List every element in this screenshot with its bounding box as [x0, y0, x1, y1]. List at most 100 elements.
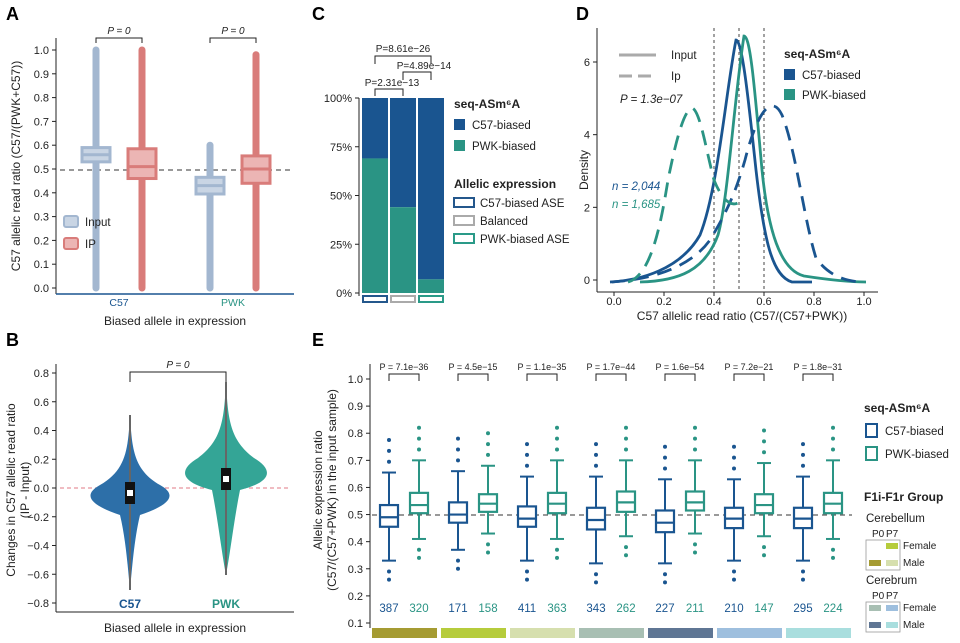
- panel-e: E 1.0 0.9 0.8 0.7 0.6 0.5 0.4 0.3 0.2 0.1 Allelic…: [311, 330, 949, 638]
- panel-e-n-pwk-4: 211: [686, 603, 704, 615]
- panel-b-group-c57: C57: [119, 597, 141, 611]
- panel-e-c57-2-outlier: [525, 569, 529, 574]
- panel-e-pwk-5-outlier: [762, 545, 766, 550]
- panel-d-y-label: Density: [577, 150, 591, 190]
- panel-a-legend-ip-swatch: [63, 237, 79, 250]
- panel-b-ytick-label: −0.6: [27, 569, 49, 581]
- panel-e-n-pwk-2: 363: [547, 603, 566, 615]
- panel-e-c57-4-outlier: [663, 580, 667, 585]
- panel-e-ytick-label: 0.5: [348, 510, 363, 522]
- panel-e-pwk-1-outlier: [486, 452, 490, 457]
- panel-d-xtick-label: 0.8: [806, 296, 821, 308]
- panel-b-y-label-1: Changes in C57 allelic read ratio: [4, 403, 18, 577]
- panel-e-pwk-4-outlier: [693, 425, 697, 430]
- panel-c-category-marker-1: [390, 295, 416, 303]
- panel-e-pwk-0-outlier: [417, 547, 421, 552]
- panel-a-p-pwk: P = 0: [221, 26, 245, 37]
- panel-e-c57-4-outlier: [663, 466, 667, 471]
- panel-a-y-ticks: 1.0 0.9 0.8 0.7 0.6 0.5 0.4 0.3 0.2 0.1 0.0: [34, 45, 56, 295]
- panel-e-legend-swatch-c57: [865, 423, 878, 438]
- panel-e-cr-p7: P7: [886, 591, 899, 602]
- panel-e-bracket-0: [388, 373, 420, 381]
- panel-d-legend-c57: C57-biased: [802, 70, 861, 82]
- panel-e-c57-2-outlier: [525, 463, 529, 468]
- panel-e-n-c57-1: 171: [448, 603, 467, 615]
- panel-d-xtick-label: 1.0: [856, 296, 871, 308]
- panel-e-pwk-1-outlier: [486, 431, 490, 436]
- panel-e-c57-3-outlier: [594, 442, 598, 447]
- panel-e-cr-female: Female: [903, 603, 937, 614]
- panel-c-legend-c57: C57-biased: [472, 120, 531, 132]
- panel-d-ytick-label: 4: [584, 130, 590, 142]
- panel-e-ytick-label: 0.7: [348, 455, 363, 467]
- panel-d-letter: D: [576, 4, 589, 24]
- panel-e-c57-4-outlier: [663, 455, 667, 460]
- panel-e-c57-3-box: [585, 506, 607, 531]
- panel-a-ytick-label: 0.5: [34, 164, 49, 176]
- panel-e-cb-p0: P0: [872, 529, 885, 540]
- panel-b-ytick-label: 0.8: [34, 368, 49, 380]
- panel-e-c57-4-outlier: [663, 572, 667, 577]
- panel-e-n-c57-3: 343: [586, 603, 605, 615]
- panel-c-y-ticks: 100% 75% 50% 25% 0%: [324, 93, 359, 300]
- panel-d-xtick-label: 0.2: [656, 296, 671, 308]
- panel-e-pwk-0-box: [408, 491, 430, 515]
- panel-d: D 0.0 0.2 0.4 0.6 0.8 1.0 6 4 2 0 Density C57 all…: [576, 4, 878, 323]
- panel-d-legend-title: seq-ASm⁶A: [784, 47, 851, 61]
- panel-e-n-c57-2: 411: [518, 603, 536, 615]
- panel-a-ytick-label: 0.3: [34, 212, 49, 224]
- panel-a-legend-input-swatch: [63, 215, 79, 228]
- panel-e-n-c57-6: 295: [793, 603, 812, 615]
- panel-e-cb-p0-male: [869, 560, 881, 566]
- panel-e-pwk-3-outlier: [624, 553, 628, 558]
- panel-e-pwk-2-outlier: [555, 436, 559, 441]
- panel-e-c57-2-outlier: [525, 452, 529, 457]
- panel-e-group-bar-1: [441, 628, 506, 638]
- panel-e-cb-p7: P7: [886, 529, 899, 540]
- panel-c-p-2: P=4.89e−14: [397, 61, 452, 72]
- panel-c-legend-swatch-c57: [454, 119, 465, 130]
- panel-a-ytick-label: 0.8: [34, 93, 49, 105]
- panel-e-c57-0-outlier: [387, 459, 391, 464]
- panel-e-c57-6-outlier: [801, 463, 805, 468]
- panel-a: A 1.0 0.9 0.8 0.7 0.6 0.5 0.4 0.3 0.2 0.1 0.0 C57 …: [6, 4, 294, 328]
- panel-e-ytick-label: 0.3: [348, 564, 363, 576]
- panel-e-p-3: P = 1.7e−44: [587, 362, 636, 372]
- panel-e-y-label-2: (C57/(C57+PWK) in the input sample): [325, 389, 339, 591]
- panel-c-legend-swatch-pwkase: [453, 233, 475, 244]
- panel-d-xtick-label: 0.4: [706, 296, 721, 308]
- panel-a-x-label: Biased allele in expression: [104, 314, 246, 328]
- panel-e-pwk-4-outlier: [693, 542, 697, 547]
- panel-c-legend-swatch-c57ase: [453, 197, 475, 208]
- panel-e-ytick-label: 0.1: [348, 618, 363, 630]
- panel-c-ytick-label: 75%: [330, 142, 352, 154]
- panel-a-group-c57: C57: [109, 297, 128, 309]
- panel-e-c57-2-outlier: [525, 442, 529, 447]
- panel-d-ticks: 0.0 0.2 0.4 0.6 0.8 1.0 6 4 2 0: [584, 57, 872, 308]
- panel-e-c57-1-outlier: [456, 458, 460, 463]
- panel-e-ytick-label: 0.2: [348, 591, 363, 603]
- panel-e-p-1: P = 4.5e−15: [449, 362, 498, 372]
- panel-e-c57-1-outlier: [456, 436, 460, 441]
- panel-d-ytick-label: 0: [584, 275, 590, 287]
- panel-e-legend-swatch-pwk: [865, 446, 878, 461]
- panel-c-bar-c57-2: [418, 98, 444, 280]
- panel-c-bar-c57-0: [362, 98, 388, 159]
- panel-b-y-label-2: (IP - Input): [18, 462, 32, 518]
- panel-e-pwk-0-outlier: [417, 425, 421, 430]
- panel-c-category-marker-0: [362, 295, 388, 303]
- panel-d-legend-ip: Ip: [671, 71, 681, 83]
- panel-e-c57-0-outlier: [387, 438, 391, 442]
- panel-c-ytick-label: 50%: [330, 191, 352, 203]
- panel-e-pwk-6-outlier: [831, 555, 835, 560]
- panel-e-group-title: F1i-F1r Group: [864, 490, 943, 504]
- panel-e-c57-5-outlier: [732, 455, 736, 460]
- panel-e-c57-3-outlier: [594, 580, 598, 585]
- panel-e-pwk-5-outlier: [762, 428, 766, 433]
- panel-b-ytick-label: 0.0: [34, 483, 49, 495]
- panel-a-ytick-label: 0.9: [34, 69, 49, 81]
- panel-a-ytick-label: 0.0: [34, 283, 49, 295]
- panel-c-legend-c57ase: C57-biased ASE: [480, 198, 565, 210]
- panel-c-bracket-1: [374, 55, 432, 64]
- panel-c-legend-pwk: PWK-biased: [472, 141, 536, 153]
